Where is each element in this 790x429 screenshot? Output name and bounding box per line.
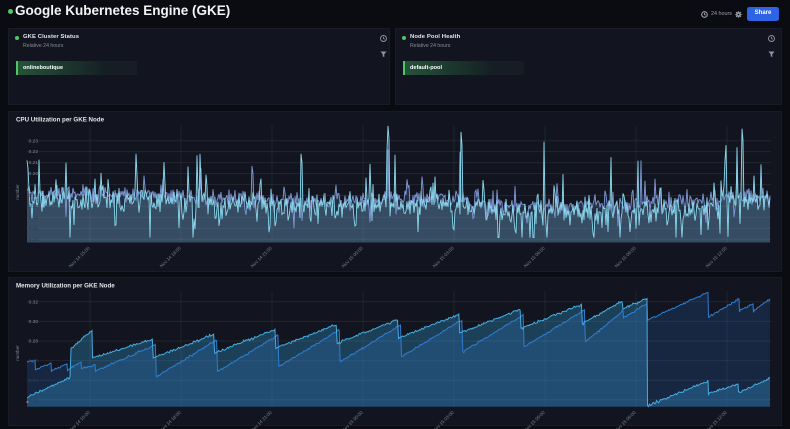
- svg-text:Nov 15 12:00: Nov 15 12:00: [705, 245, 728, 268]
- svg-text:Nov 15 09:00: Nov 15 09:00: [614, 410, 637, 429]
- svg-text:CPU Utilization per GKE Node: CPU Utilization per GKE Node: [16, 116, 105, 123]
- svg-text:0.19: 0.19: [29, 182, 39, 188]
- svg-text:Nov 15 09:00: Nov 15 09:00: [614, 245, 637, 268]
- svg-text:0.23: 0.23: [29, 138, 39, 144]
- svg-text:Nov 14 18:00: Nov 14 18:00: [159, 410, 182, 429]
- svg-text:0.20: 0.20: [29, 171, 39, 177]
- svg-text:Nov 15 00:00: Nov 15 00:00: [341, 410, 364, 429]
- svg-text:Memory Utilization per GKE Nod: Memory Utilization per GKE Node: [16, 283, 115, 290]
- svg-text:0.21: 0.21: [29, 160, 39, 166]
- svg-text:number: number: [15, 345, 20, 361]
- svg-text:Nov 14 21:00: Nov 14 21:00: [250, 245, 273, 268]
- svg-text:0.17: 0.17: [29, 204, 39, 210]
- svg-text:0.18: 0.18: [29, 193, 39, 199]
- svg-text:0.26: 0.26: [29, 358, 39, 364]
- svg-text:Nov 14 15:00: Nov 14 15:00: [68, 245, 91, 268]
- svg-text:0.15: 0.15: [29, 225, 39, 231]
- svg-text:Nov 15 03:00: Nov 15 03:00: [432, 410, 455, 429]
- svg-text:Nov 14 18:00: Nov 14 18:00: [159, 245, 182, 268]
- svg-text:Nov 14 21:00: Nov 14 21:00: [250, 410, 273, 429]
- svg-text:0.14: 0.14: [29, 236, 39, 242]
- svg-text:Nov 15 06:00: Nov 15 06:00: [523, 410, 546, 429]
- svg-text:Nov 15 06:00: Nov 15 06:00: [523, 245, 546, 268]
- svg-text:Nov 15 00:00: Nov 15 00:00: [341, 245, 364, 268]
- svg-text:Nov 14 15:00: Nov 14 15:00: [68, 410, 91, 429]
- svg-text:0.22: 0.22: [29, 397, 39, 403]
- svg-text:0.16: 0.16: [29, 214, 39, 220]
- svg-text:0.32: 0.32: [29, 299, 39, 305]
- svg-text:0.30: 0.30: [29, 319, 39, 325]
- svg-text:0.22: 0.22: [29, 149, 39, 155]
- svg-text:Nov 15 03:00: Nov 15 03:00: [432, 245, 455, 268]
- svg-text:number: number: [15, 183, 20, 199]
- svg-text:Nov 15 12:00: Nov 15 12:00: [705, 410, 728, 429]
- svg-text:0.28: 0.28: [29, 339, 39, 345]
- svg-text:0.24: 0.24: [29, 378, 39, 384]
